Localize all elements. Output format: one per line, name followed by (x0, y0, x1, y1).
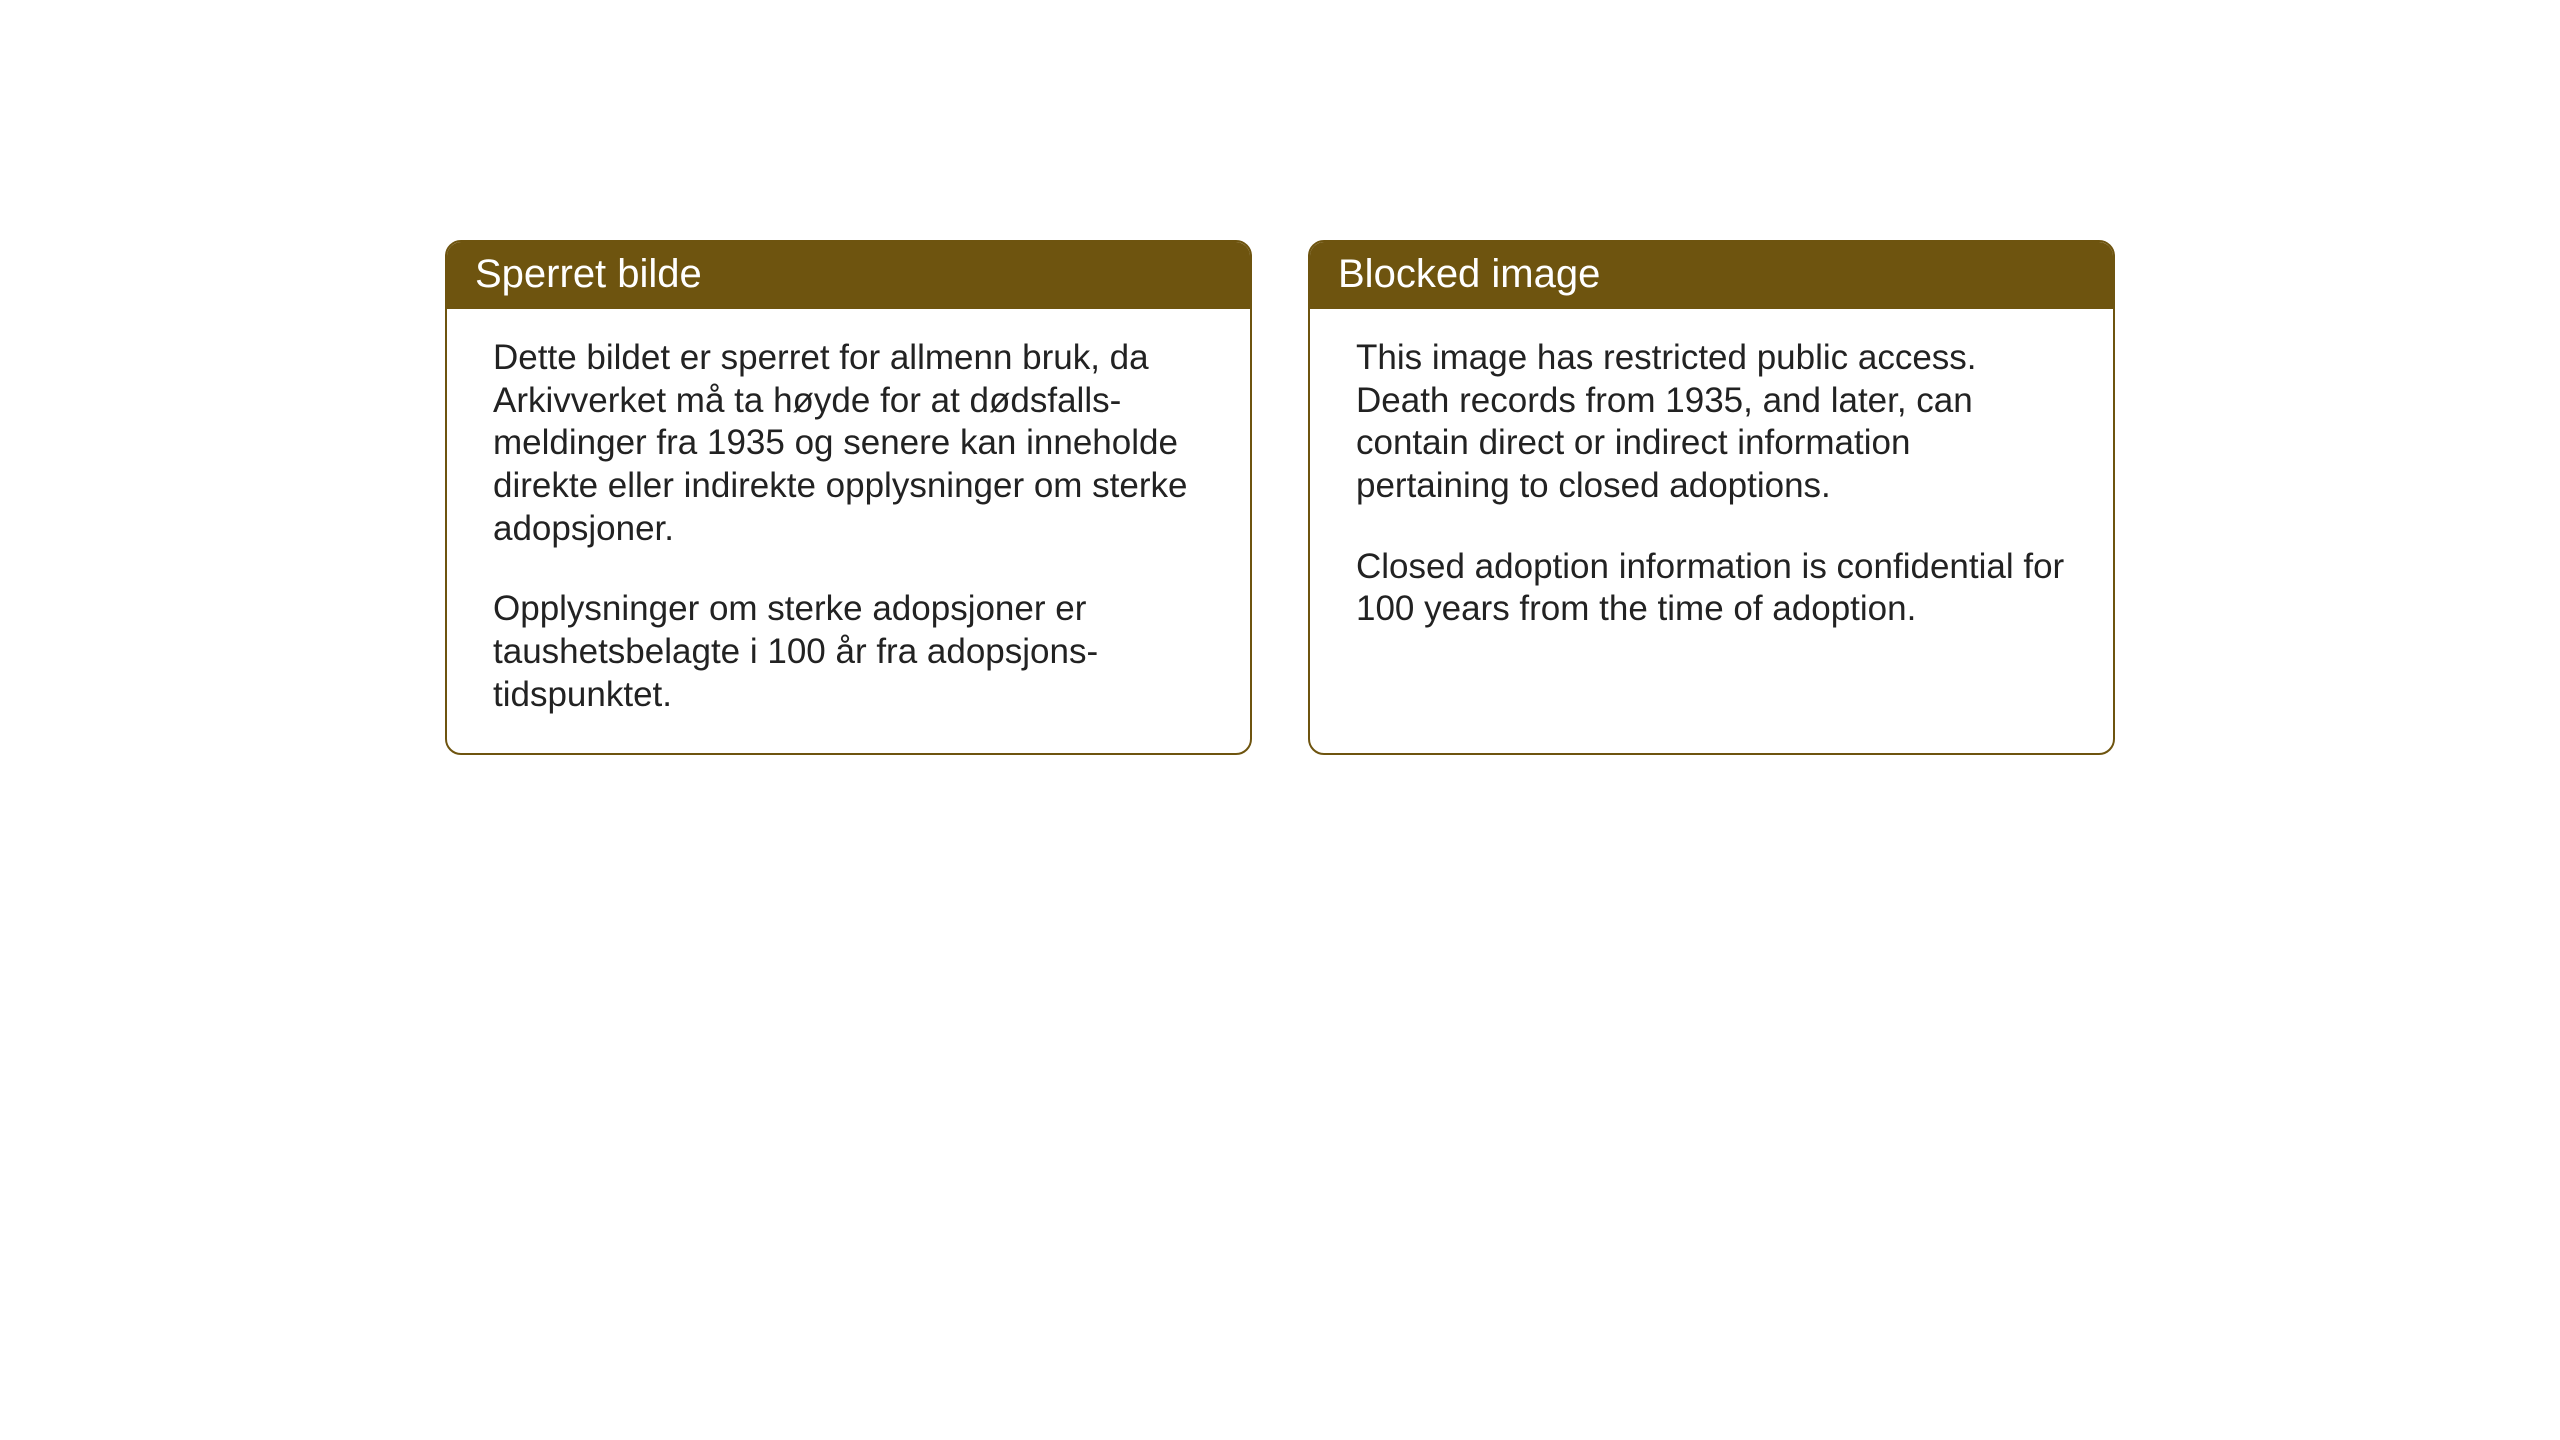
card-paragraph-norwegian-1: Dette bildet er sperret for allmenn bruk… (493, 337, 1204, 550)
info-card-english: Blocked image This image has restricted … (1308, 240, 2115, 755)
card-paragraph-english-2: Closed adoption information is confident… (1356, 546, 2067, 631)
card-body-norwegian: Dette bildet er sperret for allmenn bruk… (447, 309, 1250, 753)
card-paragraph-english-1: This image has restricted public access.… (1356, 337, 2067, 508)
card-paragraph-norwegian-2: Opplysninger om sterke adopsjoner er tau… (493, 588, 1204, 716)
card-body-english: This image has restricted public access.… (1310, 309, 2113, 667)
info-cards-container: Sperret bilde Dette bildet er sperret fo… (445, 240, 2115, 755)
card-header-english: Blocked image (1310, 242, 2113, 309)
card-title-norwegian: Sperret bilde (475, 252, 702, 296)
card-title-english: Blocked image (1338, 252, 1600, 296)
card-header-norwegian: Sperret bilde (447, 242, 1250, 309)
info-card-norwegian: Sperret bilde Dette bildet er sperret fo… (445, 240, 1252, 755)
